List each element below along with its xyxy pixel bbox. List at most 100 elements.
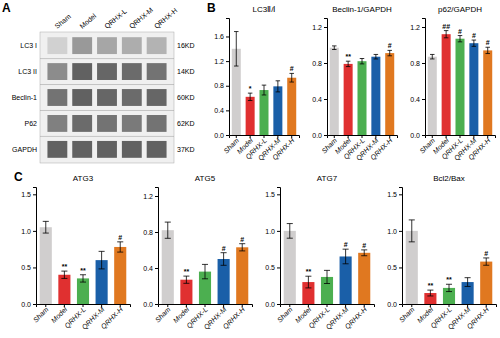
chart-title: ATG7	[317, 174, 338, 183]
error-bar-stem	[430, 290, 431, 296]
band	[147, 89, 167, 106]
x-axis: ShamModelQRHX-LQRHX-MQRHX-H	[320, 135, 397, 162]
panel-label: B	[207, 1, 216, 15]
error-bar-stem	[362, 59, 363, 64]
marks	[232, 32, 296, 135]
bar	[287, 78, 296, 135]
error-bar-cap	[374, 58, 379, 59]
bar	[218, 259, 230, 304]
y-tick-mark	[422, 63, 425, 64]
bar-chart: 0.00.40.81.2ShamModelQRHX-LQRHX-MQRHX-H#…	[410, 5, 495, 162]
significance-label: **	[62, 263, 68, 270]
error-bar-cap	[289, 73, 294, 74]
y-tick-mark	[422, 135, 425, 136]
x-tick-label: QRHX-H	[466, 305, 492, 331]
band	[147, 63, 167, 80]
error-bar-cap	[248, 100, 253, 101]
y-tick-mark	[226, 135, 229, 136]
bar	[236, 247, 248, 304]
x-tick: Sham	[32, 304, 50, 324]
y-tick-label: 1.5	[265, 191, 275, 198]
y-tick-mark	[155, 232, 158, 233]
x-axis-line	[37, 305, 131, 308]
lane-label: Sham	[54, 13, 73, 30]
band	[147, 115, 167, 132]
bar	[442, 34, 451, 135]
error-bar	[458, 36, 463, 42]
y-tick-label: 1.2	[214, 58, 224, 65]
significance-label: #	[458, 28, 462, 35]
band	[47, 89, 67, 106]
error-bar-stem	[120, 242, 121, 252]
row-label: LC3 II	[18, 68, 37, 75]
y-tick-mark	[226, 110, 229, 111]
error-bar	[183, 276, 189, 283]
y-tick-label: 1.0	[21, 228, 31, 235]
error-bar-cap	[117, 241, 123, 242]
error-bar	[472, 40, 477, 46]
y-tick-mark	[155, 268, 158, 269]
error-bar-cap	[43, 233, 49, 234]
error-bar-stem	[327, 270, 328, 283]
band	[122, 89, 142, 106]
y-tick-label: 1.0	[387, 228, 397, 235]
x-tick: Sham	[276, 304, 294, 324]
error-bar-cap	[360, 58, 365, 59]
significance-label: **	[446, 276, 452, 283]
y-axis-line	[226, 19, 230, 136]
y-axis-line	[277, 188, 281, 305]
y-tick-label: 0.4	[214, 107, 224, 114]
x-axis: ShamModelQRHX-LQRHX-MQRHX-H	[418, 135, 495, 162]
y-tick-label: 0.8	[410, 60, 420, 67]
error-bar-cap	[276, 80, 281, 81]
x-axis: ShamModelQRHX-LQRHX-MQRHX-H	[398, 304, 497, 331]
y-tick-mark	[324, 135, 327, 136]
error-bar-cap	[332, 49, 337, 50]
significance-label: **	[428, 282, 434, 289]
y-tick: 0.0	[214, 132, 229, 139]
error-bar-cap	[324, 283, 330, 284]
error-bar-stem	[486, 258, 487, 265]
error-bar-cap	[485, 53, 490, 54]
annotations: **##	[306, 241, 367, 275]
significance-label: #	[486, 39, 490, 46]
significance-label: *	[249, 85, 252, 92]
y-tick: 1.5	[21, 191, 36, 198]
panel-label: A	[2, 1, 11, 15]
error-bar-cap	[387, 55, 392, 56]
significance-label: #	[290, 65, 294, 72]
y-tick: 0.8	[143, 229, 158, 236]
marks	[284, 224, 371, 304]
y-tick-label: 0.4	[143, 265, 153, 272]
bar-chart: 0.00.51.01.5ShamModelQRHX-LQRHX-MQRHX-H*…	[14, 170, 131, 331]
x-tick-label: QRHX-H	[100, 305, 126, 331]
bar-chart: 0.00.40.81.21.6ShamModelQRHX-LQRHX-MQRHX…	[207, 1, 300, 162]
y-tick-mark	[155, 304, 158, 305]
error-bar-cap	[458, 41, 463, 42]
error-bar-cap	[287, 238, 293, 239]
error-bar-cap	[483, 265, 489, 266]
error-bar	[483, 258, 489, 265]
separator	[40, 58, 174, 59]
bar	[340, 256, 352, 304]
error-bar-cap	[99, 268, 105, 269]
error-bar	[239, 244, 245, 251]
y-tick-mark	[399, 267, 402, 268]
bar	[358, 253, 370, 304]
error-bar	[444, 31, 449, 38]
y-tick-mark	[33, 304, 36, 305]
error-bar-cap	[446, 291, 452, 292]
error-bar-cap	[361, 249, 367, 250]
error-bar-cap	[430, 58, 435, 59]
x-tick-label: QRHX-H	[344, 305, 370, 331]
error-bar	[409, 220, 415, 242]
bar	[469, 43, 478, 135]
error-bar-cap	[472, 40, 477, 41]
y-axis-line	[399, 188, 403, 305]
row-label: LC3 I	[20, 42, 37, 49]
error-bar-stem	[242, 244, 243, 251]
y-axis-line	[155, 188, 159, 305]
significance-label: **	[80, 267, 86, 274]
y-tick-label: 0.5	[265, 264, 275, 271]
error-bar	[374, 54, 379, 59]
